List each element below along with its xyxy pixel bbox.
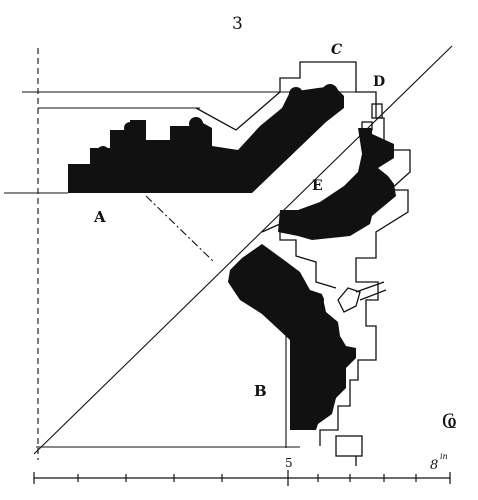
scale-unit-label: in [440, 452, 448, 461]
construction-lines [4, 45, 453, 460]
label-c: C [331, 42, 343, 58]
label-b: B [254, 382, 267, 400]
label-a: A [94, 208, 106, 226]
scale-bar [33, 470, 451, 486]
label-d: D [373, 74, 386, 90]
arm-b-section [228, 244, 356, 430]
scale-end-label: 8 [430, 458, 439, 473]
arm-a-section [68, 86, 344, 193]
figure-number: 3 [232, 14, 243, 34]
scale-start-label: 5 [285, 456, 293, 470]
solid-sections [68, 84, 396, 430]
label-e: E [312, 178, 323, 194]
corner-mark-icon: Ҩ [442, 409, 457, 434]
block-e-section [278, 128, 396, 240]
